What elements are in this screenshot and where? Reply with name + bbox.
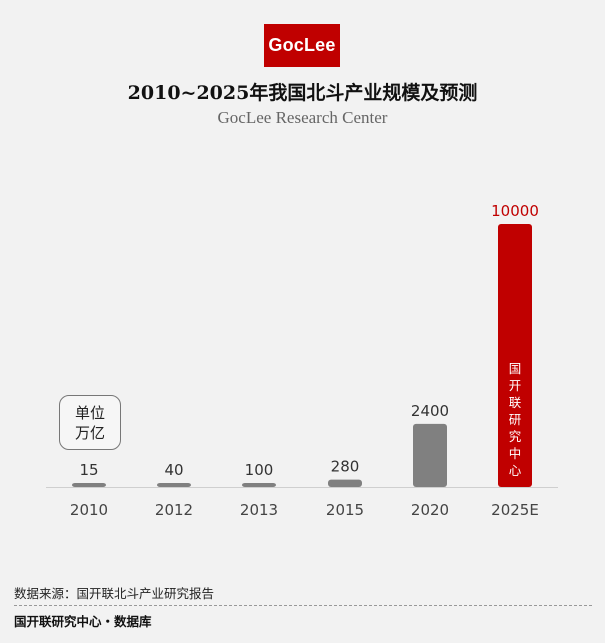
category-label-2010: 2010	[70, 501, 108, 519]
data-source: 数据来源：国开联北斗产业研究报告	[14, 586, 215, 601]
value-label-2012: 40	[164, 461, 183, 479]
category-label-2025E: 2025E	[491, 501, 539, 519]
value-label-2025E: 10000	[491, 202, 539, 220]
unit-badge: 单位 万亿	[59, 395, 121, 450]
bar-2013	[242, 483, 276, 487]
footer-divider	[14, 605, 592, 606]
category-label-2015: 2015	[326, 501, 364, 519]
unit-badge-line2: 万亿	[74, 423, 105, 442]
chart-subtitle: GocLee Research Center	[217, 108, 388, 127]
value-label-2015: 280	[331, 458, 360, 476]
bar-2012	[157, 483, 191, 487]
category-label-2020: 2020	[411, 501, 449, 519]
value-label-2010: 15	[79, 461, 98, 479]
logo-text: GocLee	[268, 35, 336, 55]
highlight-bar-inner-label: 国开联研究中心	[509, 361, 522, 478]
bar-2025E	[498, 224, 532, 487]
category-label-2012: 2012	[155, 501, 193, 519]
unit-badge-line1: 单位	[74, 403, 105, 422]
value-label-2020: 2400	[411, 402, 449, 420]
footer-brand: 国开联研究中心・数据库	[14, 614, 152, 629]
value-label-2013: 100	[245, 461, 274, 479]
chart-title: 2010~2025年我国北斗产业规模及预测	[127, 82, 478, 104]
bar-2015	[328, 479, 362, 487]
bar-2020	[413, 423, 447, 487]
goclee-logo: GocLee	[264, 24, 340, 67]
bar-2010	[72, 483, 106, 487]
category-label-2013: 2013	[240, 501, 278, 519]
